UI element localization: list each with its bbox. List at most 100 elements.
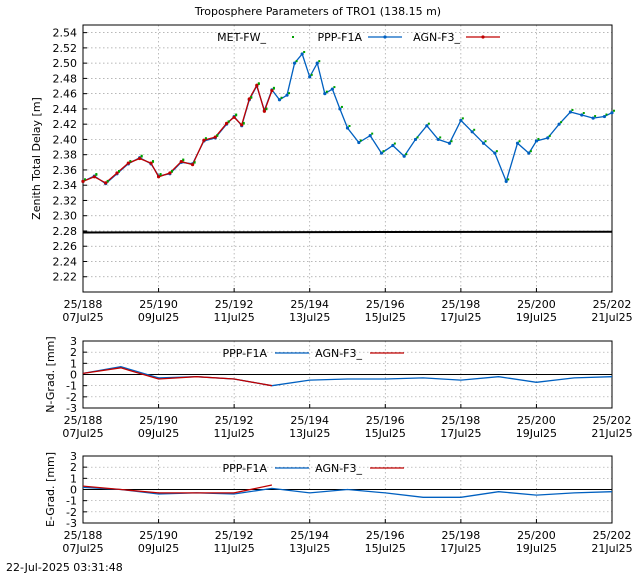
series-line-agnf3 [82,484,273,494]
y-tick-label: 3 [70,335,77,348]
y-tick-label: 1 [70,357,77,370]
met-point [507,178,510,181]
data-point [330,87,334,91]
data-point [379,151,384,155]
met-point [613,109,615,112]
x-tick-label-doy: 25/192 [215,529,254,542]
met-point [450,140,453,143]
data-point [447,141,452,145]
met-point [371,132,374,135]
data-point [92,175,96,179]
met-point [288,92,291,95]
met-point [416,136,419,139]
met-point [427,122,430,125]
plot-frame [82,24,613,293]
legend-label: AGN-F3_ [315,347,362,360]
legend-label: PPP-F1A [223,347,268,360]
met-point [571,108,574,111]
met-point [216,134,219,137]
met-point [272,87,275,90]
met-point [359,139,362,142]
met-point [318,60,321,63]
x-tick-label-date: 13Jul25 [289,427,330,440]
x-tick-label-doy: 25/194 [290,529,329,542]
met-point [129,160,132,163]
series-line-pppf1a [82,366,613,387]
x-tick-label-doy: 25/196 [366,414,405,427]
met-point [95,173,98,176]
data-point [402,154,406,158]
met-point [537,137,540,140]
data-point [527,151,531,155]
data-point [534,139,539,143]
x-tick-label-date: 19Jul25 [516,311,557,324]
data-point [126,161,130,165]
y-tick-label: 0 [70,369,77,382]
x-tick-label-doy: 25/198 [442,298,481,311]
x-tick-label-date: 13Jul25 [289,311,330,324]
data-point [515,141,520,145]
y-tick-label: 2.22 [53,271,78,284]
x-tick-label-date: 19Jul25 [516,542,557,555]
x-tick-label-doy: 25/202 [593,414,632,427]
data-point [481,141,486,145]
y-tick-label: 2.30 [53,210,78,223]
legend-label: AGN-F3_ [413,31,460,44]
legend-label: PPP-F1A [318,31,363,44]
data-point [156,175,161,179]
y-tick-label: 2 [70,461,77,474]
met-point [473,128,476,131]
x-tick-label-date: 19Jul25 [516,427,557,440]
x-tick-label-doy: 25/190 [139,414,178,427]
y-tick-label: 2.38 [53,149,78,162]
data-point [413,137,418,142]
x-tick-label-doy: 25/190 [139,298,178,311]
data-point [293,61,297,65]
x-tick-label-date: 17Jul25 [440,427,481,440]
plot-frame [82,340,613,409]
y-tick-label: 2.48 [53,72,78,85]
data-point [323,92,327,96]
x-tick-label-doy: 25/194 [290,298,329,311]
x-tick-label-date: 09Jul25 [138,311,179,324]
met-point [560,121,563,124]
met-point [393,142,396,145]
met-point [152,160,155,163]
x-tick-label-doy: 25/192 [215,298,254,311]
met-point [265,108,268,111]
x-tick-label-doy: 25/198 [442,529,481,542]
x-tick-label-date: 15Jul25 [365,542,406,555]
x-tick-label-date: 09Jul25 [138,427,179,440]
x-tick-label-doy: 25/196 [366,298,405,311]
met-point [257,82,260,85]
y-tick-label: 2.46 [53,88,78,101]
met-point [250,95,253,98]
data-point [602,114,607,119]
x-tick-label-doy: 25/202 [593,298,632,311]
met-point [193,161,196,164]
met-point [582,112,585,115]
met-point [348,124,351,127]
met-point [382,150,385,153]
x-tick-label-doy: 25/200 [517,414,556,427]
data-point [168,171,172,175]
met-point [529,150,532,153]
series-line-metfw [82,230,613,234]
data-point [138,156,142,161]
met-point [461,117,464,120]
y-tick-label: 2.50 [53,57,78,70]
x-tick-label-date: 17Jul25 [440,311,481,324]
x-tick-label-date: 11Jul25 [214,427,255,440]
y-tick-label: 1 [70,472,77,485]
y-axis-label: Zenith Total Delay [m] [30,97,43,220]
x-tick-label-date: 13Jul25 [289,542,330,555]
x-tick-label-date: 21Jul25 [591,542,632,555]
met-point [106,179,109,182]
y-tick-label: 2 [70,346,77,359]
data-point [338,107,342,111]
legend-marker [292,36,294,38]
data-point [255,83,259,87]
y-tick-label: 2.34 [53,179,78,192]
y-tick-label: 0 [70,484,77,497]
y-tick-label: 2.36 [53,164,78,177]
